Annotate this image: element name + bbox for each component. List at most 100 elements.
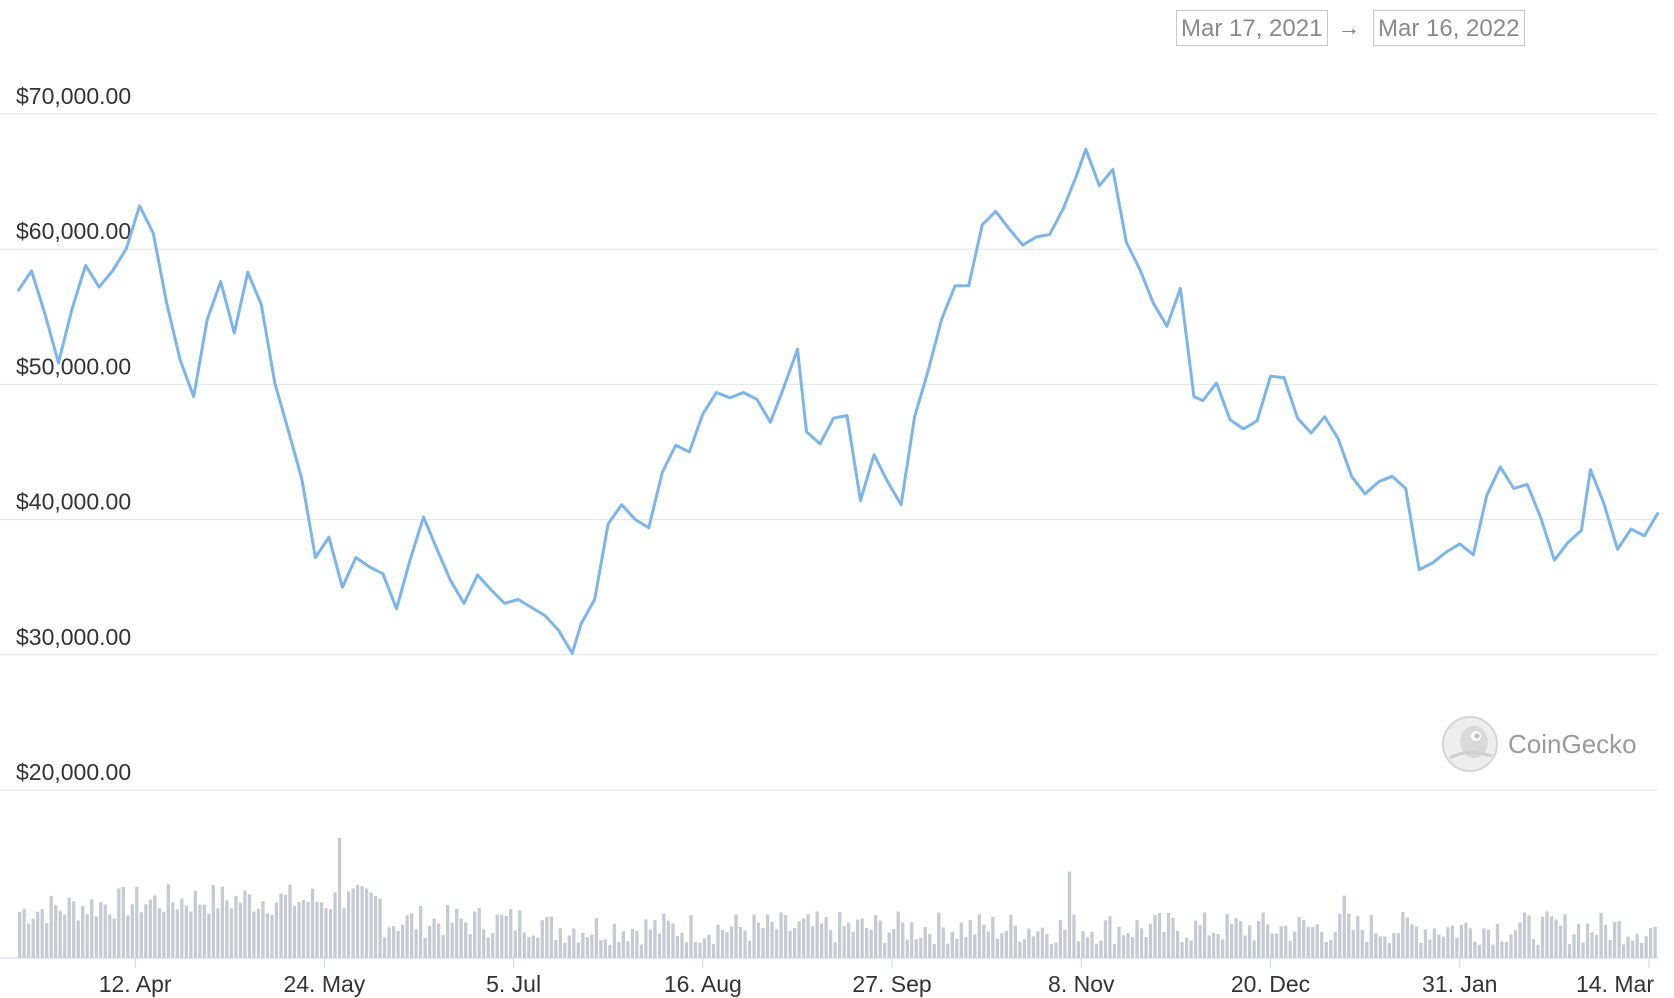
data-point[interactable] bbox=[1404, 487, 1407, 490]
data-point[interactable] bbox=[1445, 551, 1447, 553]
data-point[interactable] bbox=[1540, 517, 1542, 519]
data-point[interactable] bbox=[729, 397, 731, 399]
data-point[interactable] bbox=[900, 503, 902, 506]
data-point[interactable] bbox=[165, 302, 168, 305]
data-point[interactable] bbox=[1076, 174, 1078, 176]
data-point[interactable] bbox=[138, 205, 141, 207]
data-point[interactable] bbox=[819, 443, 821, 445]
data-point[interactable] bbox=[422, 516, 425, 518]
data-point[interactable] bbox=[1553, 559, 1556, 561]
data-point[interactable] bbox=[1283, 376, 1285, 379]
data-point[interactable] bbox=[1486, 494, 1488, 497]
data-point[interactable] bbox=[1296, 417, 1299, 420]
data-point[interactable] bbox=[715, 391, 718, 394]
data-point[interactable] bbox=[368, 566, 371, 568]
data-point[interactable] bbox=[544, 614, 546, 617]
data-point[interactable] bbox=[769, 421, 772, 424]
data-point[interactable] bbox=[84, 264, 87, 267]
data-point[interactable] bbox=[1589, 468, 1592, 471]
data-point[interactable] bbox=[17, 290, 19, 292]
data-point[interactable] bbox=[247, 271, 249, 274]
data-point[interactable] bbox=[382, 572, 384, 575]
data-point[interactable] bbox=[756, 398, 758, 401]
data-point[interactable] bbox=[125, 248, 127, 250]
data-point[interactable] bbox=[1431, 562, 1434, 564]
data-point[interactable] bbox=[436, 548, 438, 551]
data-point[interactable] bbox=[152, 232, 154, 234]
data-point[interactable] bbox=[571, 652, 573, 655]
data-point[interactable] bbox=[219, 280, 222, 283]
data-point[interactable] bbox=[981, 224, 983, 226]
data-point[interactable] bbox=[1229, 418, 1231, 421]
data-point[interactable] bbox=[233, 332, 236, 334]
data-point[interactable] bbox=[1350, 475, 1353, 478]
data-point[interactable] bbox=[71, 307, 73, 310]
data-point[interactable] bbox=[846, 414, 848, 417]
data-point[interactable] bbox=[1125, 241, 1128, 244]
data-point[interactable] bbox=[1049, 233, 1051, 236]
data-point[interactable] bbox=[1364, 493, 1366, 495]
data-point[interactable] bbox=[702, 413, 704, 415]
data-point[interactable] bbox=[873, 453, 875, 456]
data-point[interactable] bbox=[1657, 512, 1659, 514]
data-point[interactable] bbox=[476, 574, 479, 576]
data-point[interactable] bbox=[1513, 487, 1515, 490]
data-point[interactable] bbox=[530, 606, 533, 609]
data-point[interactable] bbox=[832, 417, 835, 420]
data-point[interactable] bbox=[1202, 399, 1204, 402]
data-point[interactable] bbox=[111, 270, 114, 272]
data-point[interactable] bbox=[463, 602, 465, 605]
data-point[interactable] bbox=[1616, 548, 1619, 551]
data-point[interactable] bbox=[927, 370, 929, 372]
data-point[interactable] bbox=[301, 478, 303, 480]
data-point[interactable] bbox=[274, 382, 276, 384]
data-point[interactable] bbox=[675, 444, 677, 447]
data-point[interactable] bbox=[1567, 541, 1569, 544]
data-point[interactable] bbox=[557, 629, 560, 632]
data-point[interactable] bbox=[1580, 529, 1583, 532]
data-point[interactable] bbox=[967, 284, 970, 287]
data-point[interactable] bbox=[192, 395, 195, 398]
data-point[interactable] bbox=[1472, 554, 1475, 556]
data-point[interactable] bbox=[1035, 236, 1037, 238]
data-point[interactable] bbox=[1193, 395, 1195, 398]
data-point[interactable] bbox=[1310, 432, 1312, 434]
data-point[interactable] bbox=[593, 598, 596, 601]
data-point[interactable] bbox=[503, 602, 506, 605]
data-point[interactable] bbox=[1643, 535, 1646, 537]
data-point[interactable] bbox=[44, 313, 46, 315]
data-point[interactable] bbox=[1603, 502, 1605, 505]
data-point[interactable] bbox=[490, 589, 492, 591]
data-point[interactable] bbox=[409, 559, 411, 561]
data-point[interactable] bbox=[1377, 480, 1380, 483]
data-point[interactable] bbox=[1179, 287, 1182, 290]
data-point[interactable] bbox=[314, 556, 317, 559]
price-line[interactable] bbox=[16, 147, 1660, 655]
start-date-input[interactable]: Mar 17, 2021 bbox=[1176, 10, 1328, 46]
data-point[interactable] bbox=[341, 586, 344, 588]
data-point[interactable] bbox=[1166, 325, 1168, 328]
data-point[interactable] bbox=[954, 284, 956, 287]
data-point[interactable] bbox=[1098, 184, 1101, 187]
data-point[interactable] bbox=[1418, 568, 1420, 571]
data-point[interactable] bbox=[179, 359, 181, 361]
data-point[interactable] bbox=[634, 518, 637, 521]
data-point[interactable] bbox=[1256, 420, 1258, 422]
data-point[interactable] bbox=[796, 348, 799, 351]
data-point[interactable] bbox=[1008, 228, 1010, 230]
data-point[interactable] bbox=[940, 318, 943, 321]
data-point[interactable] bbox=[395, 608, 398, 610]
data-point[interactable] bbox=[783, 386, 785, 388]
data-point[interactable] bbox=[1112, 168, 1114, 171]
data-point[interactable] bbox=[648, 526, 650, 529]
data-point[interactable] bbox=[1630, 528, 1632, 530]
data-point[interactable] bbox=[1062, 207, 1065, 210]
data-point[interactable] bbox=[287, 429, 290, 432]
data-point[interactable] bbox=[607, 522, 609, 525]
data-point[interactable] bbox=[517, 598, 519, 601]
data-point[interactable] bbox=[580, 622, 582, 625]
data-point[interactable] bbox=[328, 536, 330, 538]
data-point[interactable] bbox=[805, 430, 808, 433]
data-point[interactable] bbox=[260, 303, 263, 306]
data-point[interactable] bbox=[1242, 428, 1245, 430]
